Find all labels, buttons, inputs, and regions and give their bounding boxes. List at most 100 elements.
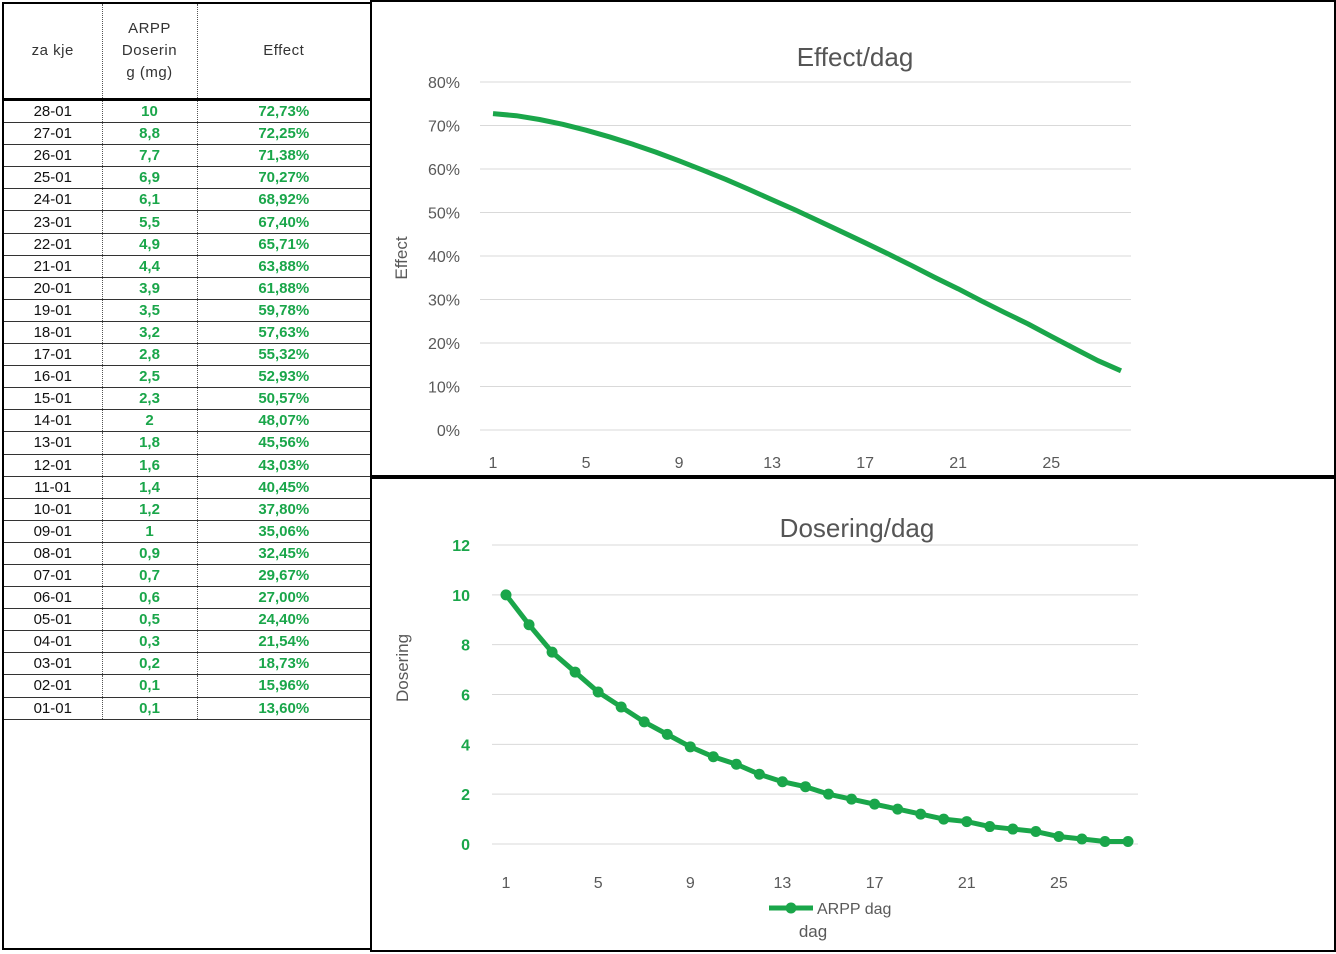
table-row: 21-01 4,4 63,88%	[4, 255, 370, 278]
table-row: 28-01 10 72,73%	[4, 99, 370, 124]
column-header-date: za kje	[4, 4, 103, 101]
date-cell: 09-01	[4, 520, 103, 543]
date-cell: 16-01	[4, 365, 103, 389]
x-tick-label: 25	[1050, 875, 1068, 892]
table-row: 14-01 2 48,07%	[4, 409, 370, 433]
date-cell: 24-01	[4, 188, 103, 212]
dose-cell: 0,2	[102, 652, 198, 676]
effect-cell: 48,07%	[197, 409, 370, 433]
dose-cell: 4,4	[102, 255, 198, 278]
column-header-dose-line: Doserin	[121, 42, 178, 59]
data-point	[984, 821, 996, 833]
x-tick-label: 5	[594, 875, 603, 892]
dose-cell: 3,5	[102, 299, 198, 322]
legend-label: ARPP dag	[817, 901, 891, 918]
table-row: 20-01 3,9 61,88%	[4, 277, 370, 300]
y-tick-label: 30%	[428, 293, 460, 310]
table-row: 15-01 2,3 50,57%	[4, 387, 370, 411]
x-tick-label: 21	[958, 875, 976, 892]
legend-swatch-marker	[785, 902, 797, 914]
date-cell: 08-01	[4, 542, 103, 565]
data-point	[1007, 823, 1019, 835]
data-point	[546, 646, 558, 658]
date-cell: 28-01	[4, 99, 103, 124]
dose-cell: 1,4	[102, 476, 198, 499]
y-tick-label: 50%	[428, 206, 460, 223]
table-body: 28-01 10 72,73% 27-01 8,8 72,25% 26-01 7,7 71,38…	[4, 99, 370, 720]
dose-cell: 2,8	[102, 343, 198, 367]
data-point	[915, 808, 927, 820]
table-row: 05-01 0,5 24,40%	[4, 608, 370, 632]
effect-cell: 59,78%	[197, 299, 370, 322]
data-point	[961, 816, 973, 828]
dose-cell: 6,9	[102, 166, 198, 190]
dose-cell: 6,1	[102, 188, 198, 212]
dose-cell: 0,5	[102, 608, 198, 632]
chart-title: Dosering/dag	[780, 513, 935, 543]
table-header-row: za kje ARPP Doserin g (mg) Effect	[4, 4, 370, 101]
dose-cell: 3,9	[102, 277, 198, 300]
date-cell: 27-01	[4, 122, 103, 146]
effect-cell: 21,54%	[197, 630, 370, 654]
table-row: 13-01 1,8 45,56%	[4, 431, 370, 455]
date-cell: 23-01	[4, 210, 103, 234]
y-tick-label: 6	[461, 688, 470, 705]
x-axis-label: dag	[799, 922, 827, 941]
effect-cell: 18,73%	[197, 652, 370, 676]
date-cell: 10-01	[4, 498, 103, 521]
y-tick-label: 2	[461, 787, 470, 804]
dose-cell: 3,2	[102, 321, 198, 345]
effect-cell: 70,27%	[197, 166, 370, 190]
column-header-effect: Effect	[197, 4, 370, 101]
dose-cell: 0,6	[102, 586, 198, 610]
data-point	[776, 776, 788, 788]
table-row: 19-01 3,5 59,78%	[4, 299, 370, 322]
dose-cell: 8,8	[102, 122, 198, 146]
table-row: 26-01 7,7 71,38%	[4, 144, 370, 168]
y-tick-label: 60%	[428, 162, 460, 179]
date-cell: 22-01	[4, 233, 103, 256]
table-row: 25-01 6,9 70,27%	[4, 166, 370, 190]
y-tick-label: 12	[452, 538, 470, 555]
date-cell: 18-01	[4, 321, 103, 345]
dose-cell: 10	[102, 99, 198, 124]
table-row: 08-01 0,9 32,45%	[4, 542, 370, 565]
y-tick-label: 70%	[428, 119, 460, 136]
data-table-panel: za kje ARPP Doserin g (mg) Effect 28-01 1…	[2, 2, 372, 950]
data-point	[500, 589, 512, 601]
x-tick-label: 25	[1042, 455, 1060, 472]
date-cell: 15-01	[4, 387, 103, 411]
date-cell: 02-01	[4, 674, 103, 698]
data-point	[892, 803, 904, 815]
column-header-dose-line: ARPP	[128, 20, 171, 37]
effect-cell: 24,40%	[197, 608, 370, 632]
date-cell: 17-01	[4, 343, 103, 367]
table-row: 04-01 0,3 21,54%	[4, 630, 370, 654]
x-tick-label: 17	[856, 455, 874, 472]
effect-cell: 55,32%	[197, 343, 370, 367]
dose-cell: 1,8	[102, 431, 198, 455]
data-point	[1076, 833, 1088, 845]
dose-chart: Dosering/dag 0 2 4 6 8 10 12 1 5 9 13 17 21 25 Dosering…	[370, 477, 1336, 952]
effect-chart-svg: Effect/dag 0% 10% 20% 30% 40% 50% 60% 70% 80% 1 5 9 1…	[392, 42, 1131, 472]
dose-cell: 1,2	[102, 498, 198, 521]
table-row: 11-01 1,4 40,45%	[4, 476, 370, 499]
x-tick-label: 9	[675, 455, 684, 472]
series-line	[504, 593, 1128, 845]
x-tick-label: 5	[582, 455, 591, 472]
dose-cell: 2,5	[102, 365, 198, 389]
effect-cell: 32,45%	[197, 542, 370, 565]
date-cell: 25-01	[4, 166, 103, 190]
dose-cell: 1,6	[102, 454, 198, 477]
table-row: 16-01 2,5 52,93%	[4, 365, 370, 389]
effect-cell: 37,80%	[197, 498, 370, 521]
data-point	[1099, 836, 1111, 848]
effect-cell: 45,56%	[197, 431, 370, 455]
y-tick-label: 10%	[428, 380, 460, 397]
date-cell: 05-01	[4, 608, 103, 632]
effect-cell: 57,63%	[197, 321, 370, 345]
table-row: 07-01 0,7 29,67%	[4, 564, 370, 588]
effect-cell: 43,03%	[197, 454, 370, 477]
effect-cell: 35,06%	[197, 520, 370, 543]
dose-cell: 5,5	[102, 210, 198, 234]
